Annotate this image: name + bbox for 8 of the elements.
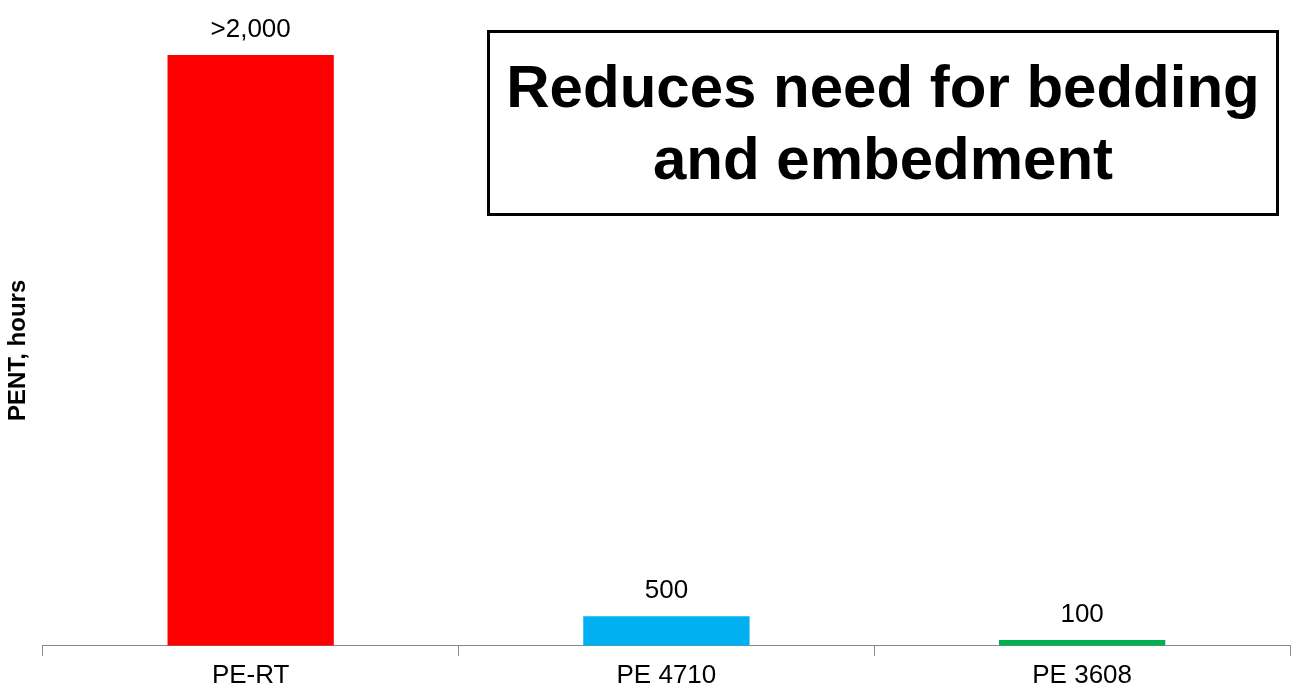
x-tick-label: PE 4710 [616,658,717,689]
data-label: 500 [644,574,689,605]
x-tick-label: PE 3608 [1032,658,1133,689]
text-box: Reduces need for bedding and embedment [487,30,1279,216]
y-axis-title: PENT, hours [3,279,31,422]
x-tick-label: PE-RT [211,658,290,689]
data-label: >2,000 [210,13,291,44]
data-label: 100 [1060,598,1104,629]
